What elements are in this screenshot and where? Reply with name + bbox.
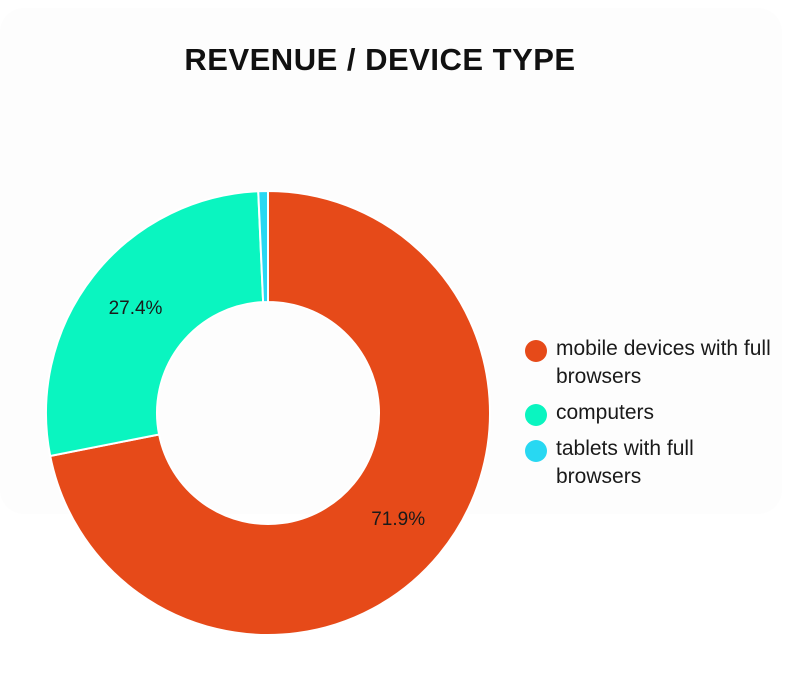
legend-marker-icon [525, 340, 547, 362]
chart-title: REVENUE / DEVICE TYPE [184, 42, 576, 77]
legend-marker-icon [525, 404, 547, 426]
legend-item-tablets[interactable]: tablets with full browsers [525, 435, 775, 491]
pie-slice-1[interactable] [45, 190, 265, 458]
legend-item-computers[interactable]: computers [525, 399, 775, 427]
legend-label: tablets with full browsers [556, 437, 694, 488]
legend-item-mobile[interactable]: mobile devices with full browsers [525, 335, 775, 391]
slice-value-label-1: 27.4% [109, 298, 163, 319]
legend-marker-icon [525, 440, 547, 462]
legend-label: mobile devices with full browsers [556, 337, 771, 388]
legend: mobile devices with full browsers comput… [525, 335, 775, 499]
pie-slice-2[interactable] [257, 189, 269, 304]
slice-value-label-0: 71.9% [371, 509, 425, 530]
legend-label: computers [556, 401, 655, 424]
pie-slice-0[interactable] [49, 189, 491, 636]
